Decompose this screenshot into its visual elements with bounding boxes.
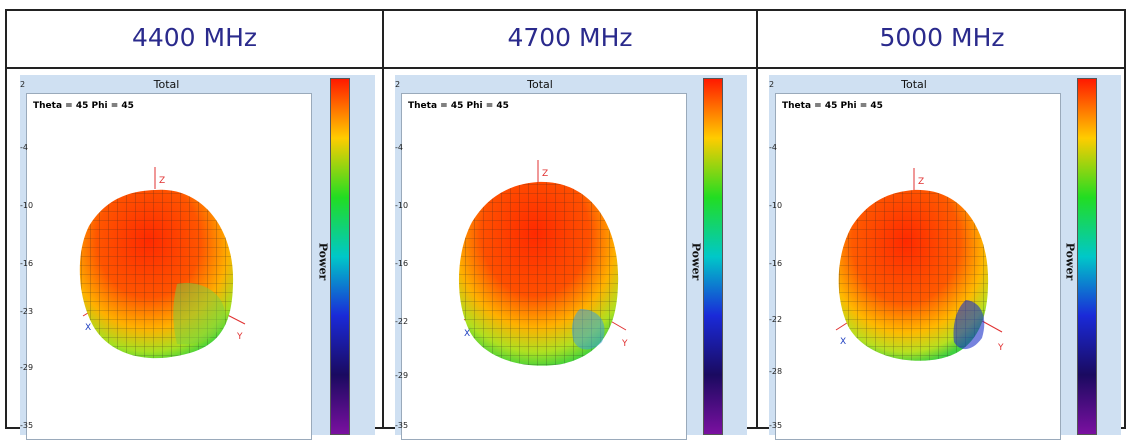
colorbar-tick: -10	[20, 201, 34, 210]
plot-area: Theta = 45 Phi = 45	[26, 93, 312, 440]
view-angle-label: Theta = 45 Phi = 45	[782, 101, 883, 111]
radiation-plot-panel-1: Total Theta = 45 Phi = 45	[20, 75, 375, 440]
plot-title: Total	[527, 78, 553, 91]
plot-title: Total	[901, 78, 927, 91]
y-axis-label: Y	[997, 343, 1004, 353]
colorbar-tick: -4	[395, 143, 403, 152]
z-axis-label: Z	[918, 177, 924, 187]
view-angle-label: Theta = 45 Phi = 45	[408, 101, 509, 111]
y-axis-label: Y	[621, 339, 628, 349]
plot-title: Total	[153, 78, 180, 91]
colorbar-tick: -29	[20, 363, 34, 372]
colorbar-label: Power	[316, 242, 330, 281]
plot-area: Theta = 45 Phi = 45	[401, 93, 687, 440]
x-axis-label: X	[840, 337, 846, 347]
z-axis-label: Z	[159, 176, 165, 186]
colorbar-tick: -16	[20, 259, 34, 268]
radiation-pattern-3d: Z X Y	[835, 168, 1004, 361]
x-axis-label: X	[464, 329, 470, 339]
colorbar-tick: -35	[20, 421, 34, 430]
colorbar-tick: -23	[20, 307, 34, 316]
colorbar-tick: 2	[395, 80, 401, 89]
colorbar-tick: -10	[769, 201, 783, 210]
colorbar-tick: -4	[20, 143, 28, 152]
column-divider	[756, 11, 758, 427]
colorbar-label: Power	[1063, 242, 1077, 281]
column-divider	[382, 11, 384, 427]
colorbar-tick: -28	[769, 367, 783, 376]
comparison-table: 4400 MHz 4700 MHz 5000 MHz Total Theta =…	[5, 9, 1126, 440]
radiation-plot-panel-3: Total Theta = 45 Phi = 45	[769, 75, 1121, 440]
colorbar-tick: -10	[395, 201, 409, 210]
radiation-plot-panel-2: Total Theta = 45 Phi = 45	[395, 75, 747, 440]
plot-area: Theta = 45 Phi = 45	[775, 93, 1061, 440]
y-axis-label: Y	[236, 332, 243, 342]
colorbar-tick: -35	[769, 421, 783, 430]
colorbar-tick: -4	[769, 143, 777, 152]
radiation-pattern-3d: Z X Y	[458, 160, 628, 366]
frequency-header-2: 4700 MHz	[507, 23, 633, 52]
colorbar-tick: 2	[769, 80, 775, 89]
colorbar-label: Power	[689, 242, 703, 281]
colorbar	[330, 78, 350, 435]
colorbar-tick: -16	[769, 259, 783, 268]
radiation-pattern-3d: Z X Y	[79, 167, 246, 359]
colorbar	[703, 78, 723, 435]
colorbar-tick: 2	[20, 80, 26, 89]
colorbar-tick: -35	[395, 421, 409, 430]
x-axis-label: X	[85, 323, 91, 333]
header-divider	[7, 67, 1124, 69]
colorbar-tick: -22	[395, 317, 409, 326]
frequency-header-3: 5000 MHz	[879, 23, 1005, 52]
colorbar-tick: -16	[395, 259, 409, 268]
colorbar	[1077, 78, 1097, 435]
frequency-header-1: 4400 MHz	[131, 23, 258, 52]
colorbar-tick: -29	[395, 371, 409, 380]
view-angle-label: Theta = 45 Phi = 45	[33, 101, 134, 111]
z-axis-label: Z	[542, 169, 548, 179]
colorbar-tick: -22	[769, 315, 783, 324]
